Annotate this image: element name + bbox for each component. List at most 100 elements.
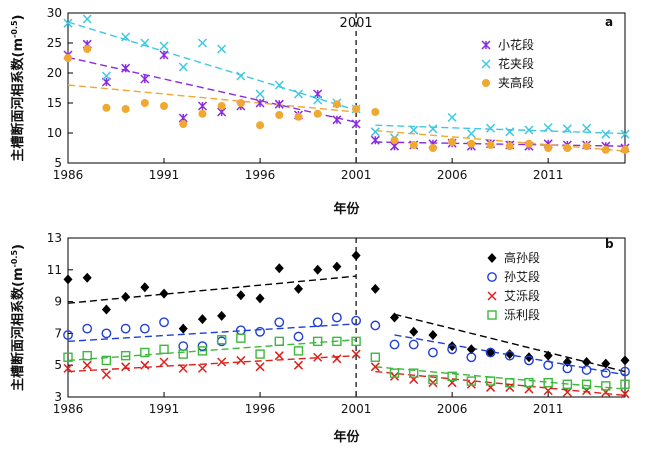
data-point: [197, 314, 207, 325]
panel-a: 1986 1991 1996 2001 2006 2011 5 10 15 20 25 30 2001 a…: [10, 6, 630, 217]
trendline: [67, 21, 357, 111]
data-point: [102, 103, 111, 112]
data-point: [351, 250, 361, 261]
data-point: [428, 144, 437, 152]
x-tick-label: 1986: [53, 168, 84, 182]
data-point: [524, 352, 534, 363]
data-point: [447, 371, 457, 382]
data-point: [293, 360, 304, 370]
data-point: [485, 347, 496, 358]
data-point: [332, 261, 342, 272]
data-point: [485, 376, 496, 386]
data-point: [390, 312, 400, 323]
data-point: [121, 105, 130, 113]
data-point: [140, 360, 150, 370]
x-tick-label: 2006: [437, 402, 468, 416]
data-point: [504, 350, 515, 361]
x-axis-label: 年份: [333, 429, 360, 445]
data-point: [370, 352, 381, 362]
legend-marker: [487, 253, 497, 263]
data-point: [255, 349, 265, 359]
y-axis-label-close: ): [11, 244, 26, 250]
data-point: [256, 121, 265, 130]
legend-label: 艾泺段: [504, 288, 540, 303]
y-tick-label: 25: [47, 36, 62, 50]
y-axis-label: 主槽断面河相系数(m-0.5): [10, 244, 26, 391]
y-tick-label: 10: [47, 126, 62, 140]
data-point: [428, 124, 438, 134]
data-point: [255, 326, 265, 337]
data-point: [139, 323, 150, 334]
y-axis-label-sup: -0.5: [10, 250, 19, 268]
y-tick-label: 9: [54, 295, 62, 309]
data-point: [63, 330, 73, 340]
legend-label: 小花段: [498, 37, 534, 52]
data-point: [562, 363, 573, 374]
data-point: [294, 112, 303, 121]
trendline: [67, 275, 357, 304]
data-point: [63, 274, 73, 285]
data-point: [332, 354, 342, 364]
data-point: [371, 108, 380, 116]
data-point: [543, 377, 553, 388]
data-point: [178, 363, 188, 373]
plot-frame: [67, 237, 626, 398]
data-point: [178, 341, 189, 352]
data-point: [428, 378, 438, 388]
data-point: [466, 379, 476, 389]
trendline: [67, 339, 357, 362]
data-point: [370, 135, 380, 145]
data-point: [351, 119, 361, 129]
data-point: [63, 352, 73, 362]
y-axis-label: 主槽断面河相系数(m-0.5): [10, 15, 26, 162]
data-point: [524, 125, 534, 135]
data-point: [159, 41, 169, 51]
data-point: [140, 282, 150, 293]
trendline: [67, 323, 357, 343]
data-point: [140, 38, 150, 48]
data-point: [121, 63, 131, 73]
data-point: [370, 362, 380, 372]
y-tick-label: 5: [54, 358, 62, 372]
data-point: [620, 379, 630, 389]
panel-b: 1986 1991 1996 2001 2006 2011 3 5 7 9 11 13 b 年份 主槽断面河…: [10, 231, 630, 445]
data-point: [82, 350, 92, 361]
data-point: [313, 109, 322, 118]
data-point: [159, 50, 169, 60]
x-tick-label: 2011: [533, 402, 564, 416]
data-point: [274, 99, 284, 109]
data-point: [140, 74, 150, 84]
data-point: [620, 355, 630, 366]
y-tick-label: 5: [54, 156, 62, 170]
data-point: [275, 111, 284, 119]
data-point: [524, 355, 534, 366]
data-point: [197, 38, 207, 48]
panel-letter: a: [605, 15, 613, 29]
data-point: [293, 89, 304, 99]
data-point: [197, 341, 208, 352]
trendline: [375, 129, 626, 152]
data-point: [582, 142, 591, 151]
data-point: [409, 141, 418, 149]
data-point: [121, 362, 131, 372]
data-point: [428, 329, 438, 340]
data-point: [255, 89, 265, 99]
data-point: [390, 136, 399, 145]
divider-label: 2001: [340, 16, 373, 31]
data-point: [351, 349, 361, 359]
data-point: [63, 18, 73, 28]
data-point: [274, 351, 284, 361]
data-point: [409, 326, 419, 337]
data-point: [447, 344, 458, 355]
x-tick-label: 1991: [149, 402, 180, 416]
data-point: [179, 120, 188, 128]
data-point: [332, 115, 342, 125]
data-point: [505, 127, 515, 137]
legend-marker: [487, 291, 497, 301]
trendline: [394, 313, 626, 373]
data-point: [524, 377, 534, 388]
data-point: [312, 317, 323, 328]
data-point: [620, 366, 630, 377]
data-point: [581, 379, 592, 389]
